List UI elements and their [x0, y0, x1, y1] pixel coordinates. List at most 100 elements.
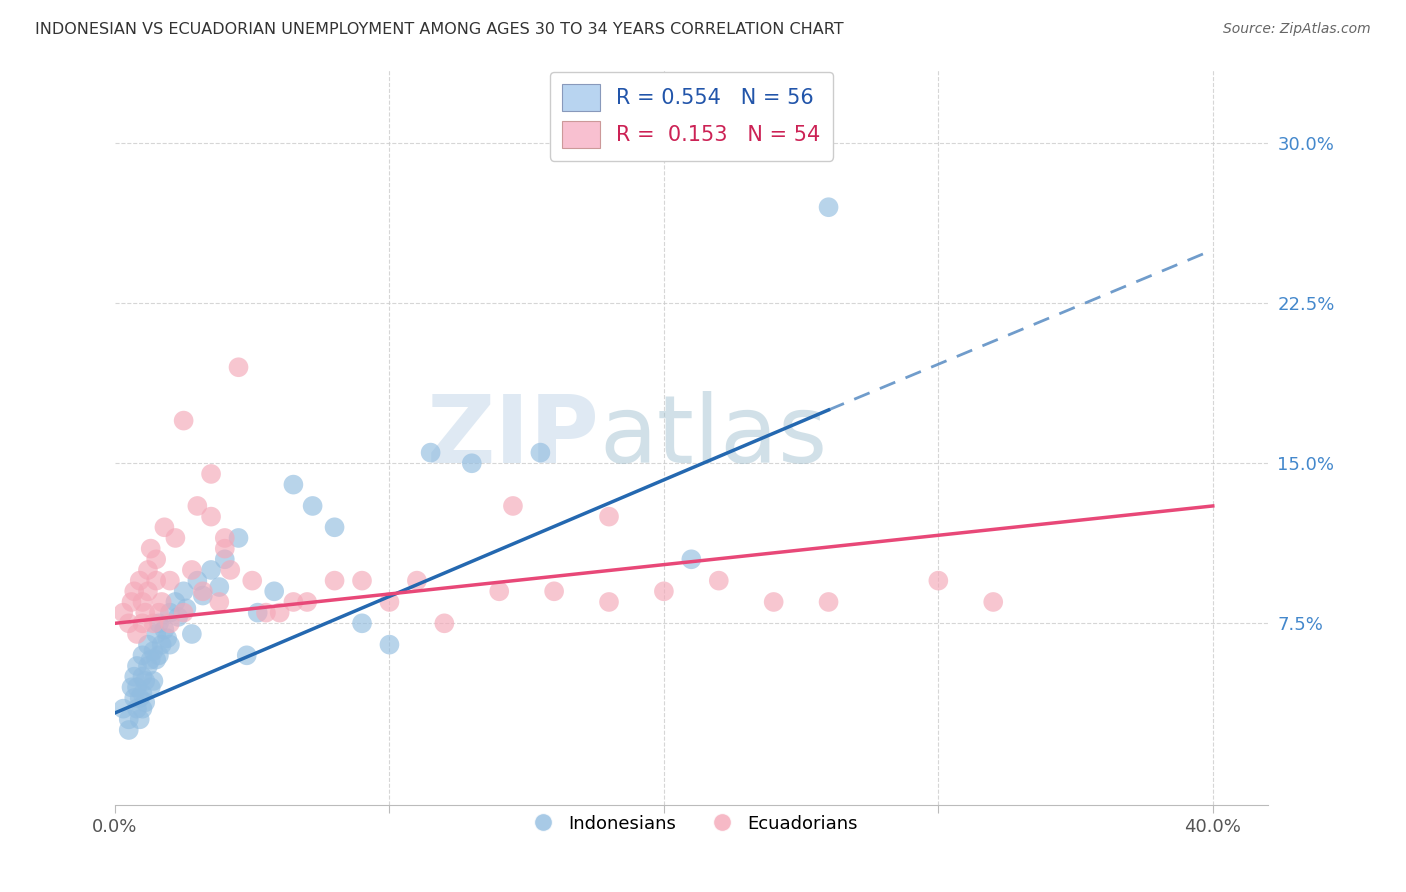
Point — [406, 574, 429, 588]
Point — [121, 595, 143, 609]
Point — [191, 584, 214, 599]
Point — [145, 552, 167, 566]
Point — [156, 632, 179, 646]
Point — [136, 638, 159, 652]
Point — [323, 520, 346, 534]
Point — [142, 673, 165, 688]
Point — [502, 499, 524, 513]
Point — [136, 563, 159, 577]
Point — [145, 652, 167, 666]
Point — [228, 531, 250, 545]
Point — [176, 601, 198, 615]
Point — [148, 606, 170, 620]
Point — [246, 606, 269, 620]
Point — [122, 584, 145, 599]
Text: Source: ZipAtlas.com: Source: ZipAtlas.com — [1223, 22, 1371, 37]
Point — [122, 670, 145, 684]
Point — [142, 616, 165, 631]
Point — [191, 589, 214, 603]
Point — [240, 574, 263, 588]
Point — [214, 531, 236, 545]
Point — [214, 541, 236, 556]
Point — [125, 627, 148, 641]
Point — [121, 681, 143, 695]
Point — [118, 616, 141, 631]
Point — [283, 477, 305, 491]
Point — [145, 574, 167, 588]
Point — [433, 616, 456, 631]
Point — [598, 509, 620, 524]
Point — [817, 200, 839, 214]
Point — [543, 584, 565, 599]
Point — [148, 648, 170, 663]
Point — [263, 584, 285, 599]
Point — [419, 445, 441, 459]
Point — [173, 606, 195, 620]
Point — [159, 606, 181, 620]
Point — [153, 623, 176, 637]
Point — [118, 712, 141, 726]
Point — [125, 701, 148, 715]
Point — [136, 584, 159, 599]
Point — [159, 638, 181, 652]
Point — [159, 616, 181, 631]
Point — [219, 563, 242, 577]
Point — [529, 445, 551, 459]
Legend: Indonesians, Ecuadorians: Indonesians, Ecuadorians — [517, 807, 865, 840]
Point — [139, 652, 162, 666]
Point — [145, 627, 167, 641]
Point — [208, 595, 231, 609]
Point — [228, 360, 250, 375]
Point — [200, 563, 222, 577]
Point — [283, 595, 305, 609]
Point — [165, 595, 187, 609]
Point — [173, 414, 195, 428]
Point — [167, 610, 190, 624]
Point — [214, 552, 236, 566]
Point — [208, 580, 231, 594]
Text: INDONESIAN VS ECUADORIAN UNEMPLOYMENT AMONG AGES 30 TO 34 YEARS CORRELATION CHAR: INDONESIAN VS ECUADORIAN UNEMPLOYMENT AM… — [35, 22, 844, 37]
Point — [118, 723, 141, 737]
Point — [173, 584, 195, 599]
Point — [200, 467, 222, 481]
Point — [134, 673, 156, 688]
Point — [927, 574, 949, 588]
Point — [153, 520, 176, 534]
Text: atlas: atlas — [599, 391, 827, 483]
Point — [150, 595, 173, 609]
Point — [150, 638, 173, 652]
Point — [131, 701, 153, 715]
Point — [134, 606, 156, 620]
Point — [122, 690, 145, 705]
Point — [159, 574, 181, 588]
Point — [112, 606, 135, 620]
Point — [165, 531, 187, 545]
Point — [200, 509, 222, 524]
Point — [180, 563, 202, 577]
Point — [707, 574, 730, 588]
Point — [142, 644, 165, 658]
Point — [350, 616, 373, 631]
Point — [186, 574, 208, 588]
Point — [125, 681, 148, 695]
Point — [378, 595, 401, 609]
Point — [125, 659, 148, 673]
Point — [131, 648, 153, 663]
Point — [180, 627, 202, 641]
Point — [136, 659, 159, 673]
Point — [254, 606, 277, 620]
Point — [323, 574, 346, 588]
Point — [652, 584, 675, 599]
Point — [378, 638, 401, 652]
Point — [762, 595, 785, 609]
Point — [128, 712, 150, 726]
Point — [598, 595, 620, 609]
Text: ZIP: ZIP — [426, 391, 599, 483]
Point — [128, 574, 150, 588]
Point — [128, 690, 150, 705]
Point — [301, 499, 323, 513]
Point — [131, 687, 153, 701]
Point — [981, 595, 1004, 609]
Point — [295, 595, 318, 609]
Point — [139, 681, 162, 695]
